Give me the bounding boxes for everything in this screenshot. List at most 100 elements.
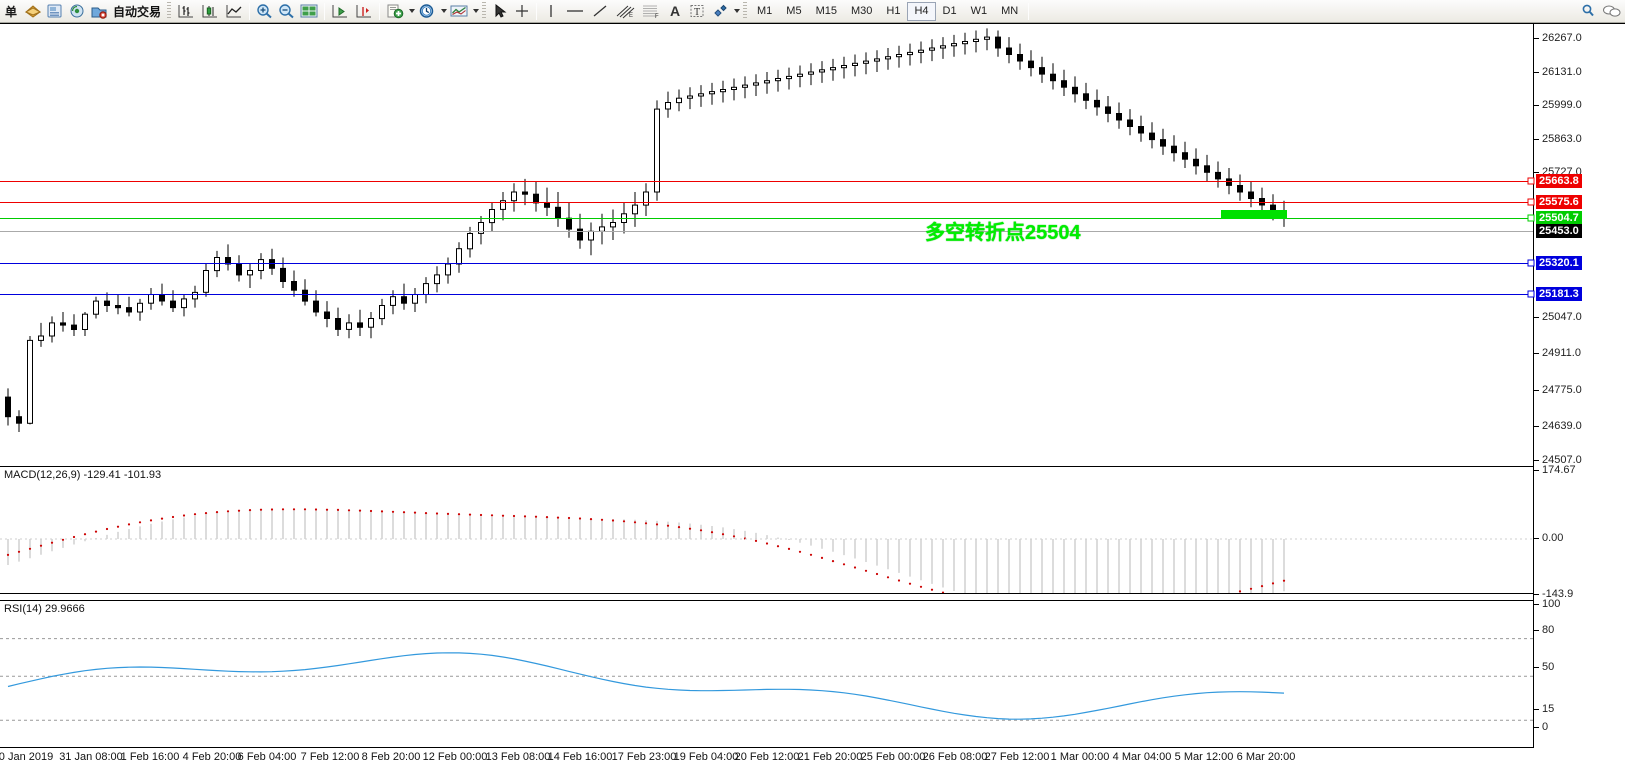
text-label-icon[interactable]: T (686, 1, 708, 22)
axis-level-chip[interactable]: 25575.6 (1536, 195, 1582, 209)
toolbar-separator (1028, 2, 1030, 20)
axis-rsi-label: 80 (1542, 624, 1555, 636)
time-axis-label: 21 Feb 20:00 (797, 751, 863, 763)
autotrade-icon[interactable] (88, 1, 110, 22)
macd-pane[interactable]: MACD(12,26,9) -129.41 -101.93 (0, 466, 1533, 594)
axis-rsi-label: 15 (1542, 703, 1555, 715)
time-axis-label: 6 Feb 04:00 (237, 751, 297, 763)
axis-level-chip[interactable]: 25181.3 (1536, 287, 1582, 301)
search-icon[interactable] (1577, 1, 1599, 22)
time-axis[interactable]: 0 Jan 2019 31 Jan 08:00 1 Feb 16:00 4 Feb 2… (0, 748, 1533, 770)
axis-rsi-label: 0 (1542, 721, 1549, 733)
axis-macd-label: -143.9 (1542, 588, 1574, 600)
chat-icon[interactable] (1599, 1, 1625, 22)
zoom-out-icon[interactable] (275, 1, 297, 22)
toolbar-grip[interactable] (167, 2, 172, 20)
signal-icon[interactable] (66, 1, 88, 22)
timeframe-m30[interactable]: M30 (850, 5, 873, 17)
axis-tick (1534, 538, 1539, 539)
indicators-icon[interactable] (447, 1, 471, 22)
zoom-in-icon[interactable] (253, 1, 275, 22)
toolbar-left-text: 单 (4, 4, 17, 19)
axis-level-chip[interactable]: 25663.8 (1536, 174, 1582, 188)
axis-level-chip[interactable]: 25504.7 (1536, 211, 1582, 225)
new-order-dropdown-caret[interactable] (409, 9, 416, 13)
rsi-pane[interactable]: RSI(14) 29.9666 (0, 600, 1533, 748)
tile-windows-icon[interactable] (297, 1, 321, 22)
new-order-icon[interactable] (383, 1, 407, 22)
time-axis-label: 4 Mar 04:00 (1112, 751, 1172, 763)
axis-level-chip[interactable]: 25320.1 (1536, 256, 1582, 270)
timeframe-m15[interactable]: M15 (815, 5, 837, 17)
time-axis-label: 17 Feb 23:00 (611, 751, 677, 763)
timeframe-h4[interactable]: H4 (907, 1, 936, 21)
price-axis[interactable]: 26267.0 26131.0 25999.0 25863.0 25727.0 25047… (1533, 24, 1625, 748)
timeframe-h1[interactable]: H1 (886, 5, 901, 17)
svg-text:T: T (694, 7, 700, 18)
indicators-dropdown-caret[interactable] (473, 9, 480, 13)
toolbar-grip[interactable] (482, 2, 487, 20)
axis-level-chip[interactable]: 25453.0 (1536, 224, 1582, 238)
axis-tick (1534, 172, 1539, 173)
orders-icon[interactable] (22, 1, 44, 22)
macd-label: MACD(12,26,9) -129.41 -101.93 (4, 469, 162, 481)
trendline-icon[interactable] (588, 1, 612, 22)
autotrade-label[interactable]: 自动交易 (113, 4, 162, 19)
timeframe-m5[interactable]: M5 (786, 5, 802, 17)
auto-scroll-icon[interactable] (352, 1, 376, 22)
objects-dropdown-caret[interactable] (734, 9, 741, 13)
axis-tick (1534, 38, 1539, 39)
bar-chart-icon[interactable] (174, 1, 198, 22)
time-axis-label: 26 Feb 08:00 (922, 751, 988, 763)
axis-price-label: 26267.0 (1542, 32, 1582, 44)
equidistant-channel-icon[interactable]: E (612, 1, 638, 22)
axis-tick (1534, 667, 1539, 668)
toolbar-separator (324, 2, 326, 20)
history-icon[interactable] (415, 1, 439, 22)
crosshair-icon[interactable] (511, 1, 533, 22)
price-chart-pane[interactable] (0, 24, 1533, 432)
axis-tick (1534, 727, 1539, 728)
time-axis-label: 6 Mar 20:00 (1236, 751, 1296, 763)
axis-rsi-label: 100 (1542, 598, 1561, 610)
text-icon[interactable]: A (669, 3, 681, 19)
axis-tick (1534, 470, 1539, 471)
toolbar-separator (536, 2, 538, 20)
time-axis-label: 25 Feb 00:00 (860, 751, 926, 763)
axis-price-label: 26131.0 (1542, 66, 1582, 78)
axis-tick (1534, 317, 1539, 318)
horizontal-line-icon[interactable] (562, 1, 588, 22)
chart-shift-icon[interactable] (328, 1, 352, 22)
axis-rsi-label: 50 (1542, 661, 1555, 673)
timeframe-w1[interactable]: W1 (970, 5, 988, 17)
timeframe-m1[interactable]: M1 (757, 5, 773, 17)
axis-price-label: 24775.0 (1542, 384, 1582, 396)
news-icon[interactable] (44, 1, 66, 22)
axis-price-label: 25863.0 (1542, 133, 1582, 145)
line-chart-icon[interactable] (222, 1, 246, 22)
fibonacci-icon[interactable]: F (638, 1, 664, 22)
axis-tick (1534, 630, 1539, 631)
timeframe-mn[interactable]: MN (1001, 5, 1019, 17)
time-axis-label: 0 Jan 2019 (0, 751, 54, 763)
history-dropdown-caret[interactable] (441, 9, 448, 13)
axis-price-label: 24639.0 (1542, 420, 1582, 432)
time-axis-label: 7 Feb 12:00 (300, 751, 360, 763)
time-axis-label: 1 Feb 16:00 (120, 751, 180, 763)
toolbar-grip[interactable] (743, 2, 748, 20)
time-axis-label: 5 Mar 12:00 (1174, 751, 1234, 763)
axis-tick (1534, 460, 1539, 461)
axis-price-label: 25999.0 (1542, 99, 1582, 111)
objects-icon[interactable] (708, 1, 732, 22)
vertical-line-icon[interactable] (540, 1, 562, 22)
candle-chart-icon[interactable] (198, 1, 222, 22)
axis-tick (1534, 604, 1539, 605)
time-axis-label: 20 Feb 12:00 (734, 751, 800, 763)
svg-text:F: F (655, 14, 659, 19)
time-axis-label: 12 Feb 00:00 (422, 751, 488, 763)
axis-price-label: 24911.0 (1542, 347, 1581, 359)
axis-tick (1534, 390, 1539, 391)
timeframe-d1[interactable]: D1 (942, 5, 957, 17)
cursor-icon[interactable] (489, 1, 511, 22)
axis-tick (1534, 426, 1539, 427)
